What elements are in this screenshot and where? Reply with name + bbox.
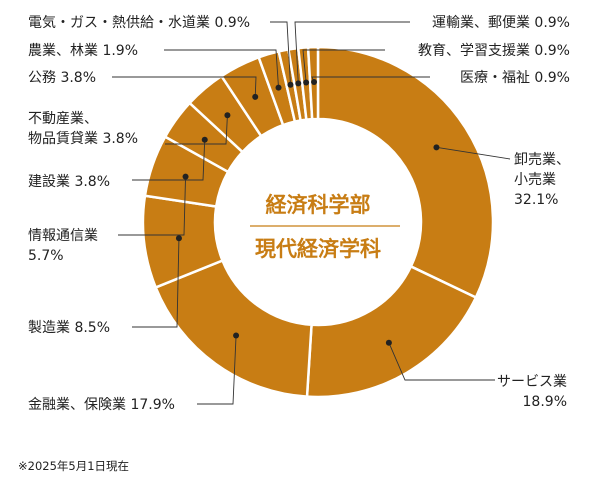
chart-slices <box>141 45 495 399</box>
leader-line-2 <box>197 335 237 405</box>
leader-dot-3 <box>175 235 182 242</box>
slice-label-2: 金融業、保険業 17.9% <box>28 397 175 413</box>
slice-label-8: 農業、林業 1.9% <box>28 43 138 59</box>
slice-label-9: 電気・ガス・熱供給・水道業 0.9% <box>28 15 250 31</box>
leader-line-8 <box>164 49 279 88</box>
leader-line-1 <box>388 342 495 381</box>
slice-label-11: 教育、学習支援業 0.9% <box>418 43 570 59</box>
leader-dot-10 <box>295 80 302 87</box>
leader-line-10 <box>294 21 410 84</box>
leader-line-9 <box>270 21 291 85</box>
slice-label-12: 医療・福祉 0.9% <box>460 69 570 86</box>
leader-dot-11 <box>303 79 310 86</box>
slice-label-4: 情報通信業 5.7% <box>28 228 98 264</box>
leader-line-0 <box>436 146 511 160</box>
leader-dot-9 <box>287 81 294 88</box>
leader-line-6 <box>165 115 228 145</box>
leader-dot-0 <box>433 144 440 151</box>
slice-labels: 卸売業、小売業 32.1% サービス業 18.9% 金融業、保険業 17.9% 製造業 8… <box>28 15 570 413</box>
slice-label-10: 運輸業、郵便業 0.9% <box>432 15 570 31</box>
slice-label-3: 製造業 8.5% <box>28 320 110 336</box>
leader-dot-12 <box>311 79 318 86</box>
slice-label-5: 建設業 3.8% <box>28 174 110 190</box>
leader-line-5 <box>132 139 206 181</box>
leader-dot-6 <box>224 112 231 119</box>
leader-lines <box>112 21 511 405</box>
slice-label-1: サービス業 18.9% <box>497 374 567 410</box>
leader-line-7 <box>112 76 257 97</box>
slice-2 <box>154 258 313 398</box>
leader-line-11 <box>302 49 385 83</box>
center-title: 経済科学部 <box>266 193 371 217</box>
leader-line-4 <box>118 176 186 236</box>
leader-dot-8 <box>275 84 282 91</box>
leader-dot-4 <box>182 173 189 180</box>
slice-label-0: 卸売業、小売業 32.1% <box>514 152 570 208</box>
leader-dot-1 <box>385 339 392 346</box>
leader-line-3 <box>132 238 180 328</box>
footnote: ※2025年5月1日現在 <box>18 459 129 473</box>
slice-label-7: 公務 3.8% <box>28 70 96 86</box>
slice-1 <box>305 264 478 399</box>
leader-dot-7 <box>252 93 259 100</box>
leader-dot-5 <box>201 136 208 143</box>
center-subtitle: 現代経済学科 <box>255 237 381 261</box>
slice-label-6: 不動産業、物品賃貸業 3.8% <box>28 111 138 147</box>
leader-dot-2 <box>233 332 240 339</box>
